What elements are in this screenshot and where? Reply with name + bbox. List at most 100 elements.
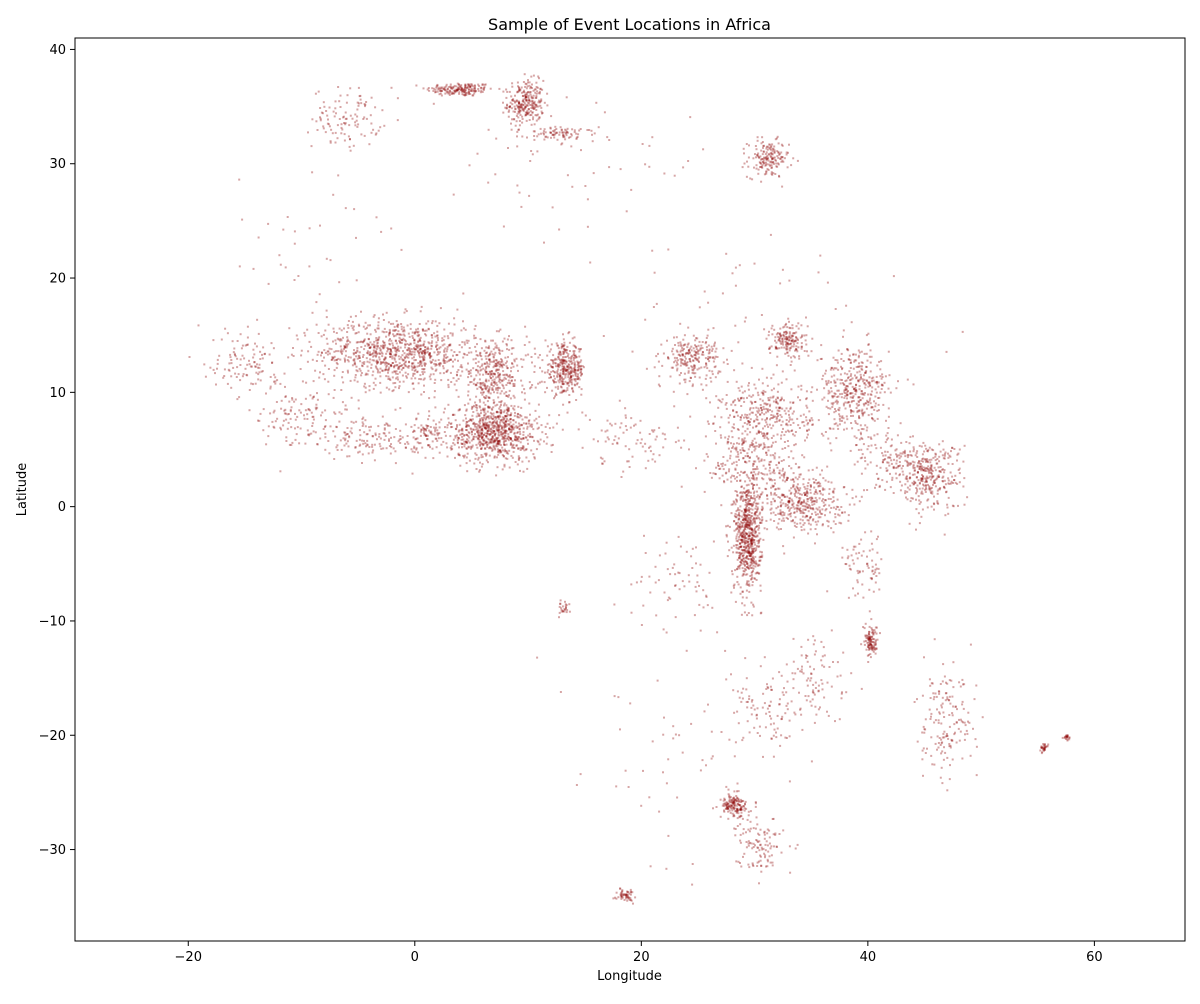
scatter-point [390, 86, 393, 89]
scatter-point [538, 381, 541, 384]
scatter-point [485, 441, 488, 444]
scatter-point [573, 336, 576, 339]
scatter-point [562, 353, 565, 356]
scatter-point [506, 338, 509, 341]
scatter-point [341, 371, 344, 373]
scatter-point [464, 328, 467, 331]
scatter-point [492, 406, 495, 409]
scatter-point [525, 83, 528, 86]
scatter-point [474, 452, 477, 455]
scatter-point [444, 361, 447, 364]
scatter-point [414, 348, 417, 351]
scatter-point [357, 102, 360, 105]
scatter-point [758, 532, 761, 535]
scatter-point [565, 356, 568, 358]
scatter-point [404, 346, 407, 349]
scatter-point [488, 363, 491, 366]
scatter-point [513, 396, 516, 399]
scatter-point [784, 412, 787, 415]
scatter-point [553, 377, 556, 380]
scatter-point [492, 402, 495, 405]
scatter-point [517, 116, 520, 119]
scatter-point [333, 369, 336, 372]
scatter-point [531, 111, 534, 114]
scatter-point [532, 102, 535, 105]
scatter-point [496, 429, 499, 432]
scatter-point [509, 443, 512, 446]
scatter-point [521, 108, 524, 111]
scatter-point [771, 324, 774, 327]
scatter-point [517, 128, 520, 131]
scatter-point [450, 91, 453, 94]
scatter-point [531, 97, 534, 100]
scatter-point [736, 567, 739, 570]
scatter-point [496, 420, 499, 423]
scatter-point [737, 524, 740, 527]
scatter-point [573, 354, 576, 357]
scatter-point [493, 353, 496, 356]
scatter-point [373, 354, 376, 357]
scatter-point [776, 155, 779, 158]
scatter-point [517, 107, 520, 110]
scatter-point [480, 433, 483, 436]
scatter-point [383, 124, 386, 127]
scatter-point [522, 98, 525, 101]
scatter-point [514, 107, 517, 110]
scatter-point [521, 423, 523, 426]
scatter-point [785, 322, 788, 325]
scatter-point [315, 120, 318, 123]
scatter-point [427, 346, 429, 349]
scatter-point [840, 352, 843, 355]
scatter-point [500, 434, 503, 437]
scatter-point [499, 423, 502, 426]
scatter-point [376, 361, 379, 364]
scatter-point [735, 380, 738, 383]
scatter-point [550, 451, 553, 453]
scatter-point [526, 425, 529, 428]
scatter-point [854, 374, 856, 377]
scatter-point [443, 407, 446, 410]
scatter-point [505, 374, 508, 377]
scatter-point [497, 453, 500, 456]
scatter-point [515, 435, 518, 438]
scatter-point [332, 327, 335, 330]
scatter-point [346, 338, 349, 341]
scatter-point [448, 358, 451, 361]
scatter-point [503, 424, 506, 427]
scatter-point [527, 79, 529, 82]
scatter-point [269, 387, 272, 390]
scatter-point [819, 358, 822, 360]
scatter-point [830, 366, 833, 369]
scatter-point [504, 362, 507, 365]
scatter-point [827, 399, 829, 402]
scatter-point [562, 133, 565, 136]
scatter-point [333, 389, 336, 391]
scatter-point [364, 344, 367, 347]
scatter-point [591, 133, 593, 136]
scatter-point [506, 104, 508, 107]
scatter-point [761, 382, 764, 385]
scatter-point [736, 544, 739, 546]
scatter-point [537, 426, 540, 429]
scatter-point [524, 105, 527, 108]
scatter-point [505, 412, 508, 415]
scatter-point [373, 345, 376, 348]
scatter-point [279, 382, 282, 385]
scatter-point [544, 339, 547, 342]
scatter-point [364, 321, 367, 324]
scatter-point [407, 354, 410, 357]
scatter-point [498, 407, 501, 410]
scatter-point [423, 362, 426, 365]
scatter-point [488, 347, 491, 350]
scatter-point [446, 455, 449, 458]
scatter-point [493, 425, 496, 428]
scatter-point [363, 103, 366, 106]
scatter-point [376, 339, 379, 342]
scatter-point [536, 439, 539, 442]
scatter-point [766, 157, 769, 160]
scatter-point [758, 409, 761, 412]
scatter-point [490, 370, 493, 373]
scatter-point [348, 138, 351, 141]
scatter-point [522, 427, 525, 430]
scatter-point [776, 135, 779, 138]
